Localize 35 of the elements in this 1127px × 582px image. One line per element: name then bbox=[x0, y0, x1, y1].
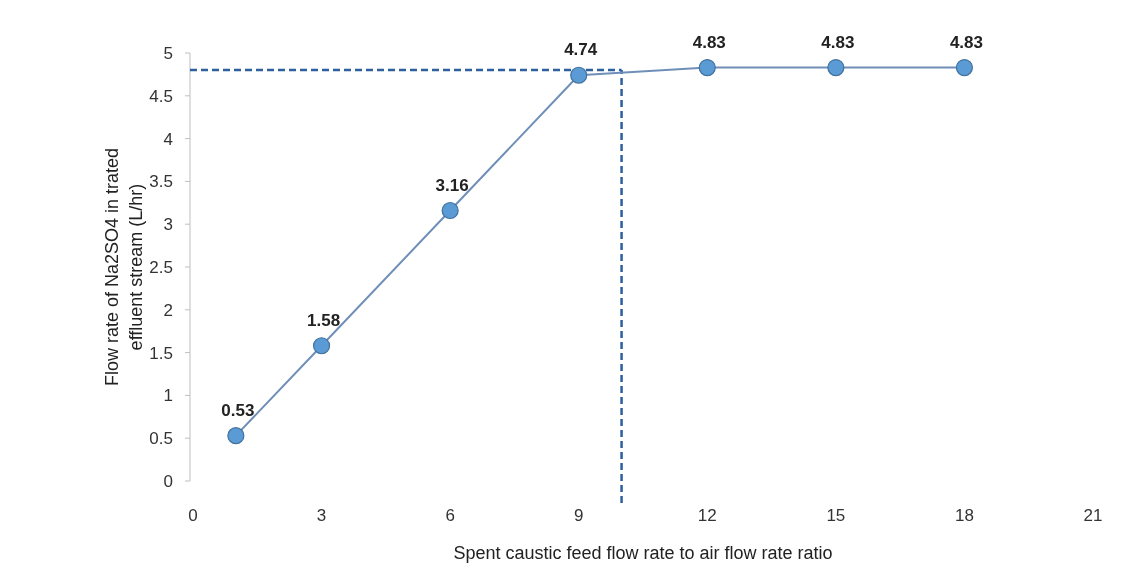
y-tick-label: 1 bbox=[163, 386, 173, 406]
point bbox=[955, 58, 974, 77]
point bbox=[312, 337, 331, 355]
point bbox=[441, 201, 459, 220]
x-tick-label: 15 bbox=[826, 506, 846, 525]
y-tick-label: 2 bbox=[163, 300, 173, 320]
x-tick-label: 18 bbox=[954, 506, 974, 525]
y-tick-label: 3 bbox=[163, 215, 173, 235]
data-label: 4.83 bbox=[821, 32, 855, 52]
x-tick-label: 21 bbox=[1083, 506, 1103, 525]
point bbox=[570, 66, 588, 84]
point bbox=[698, 58, 716, 77]
x-tick-label: 0 bbox=[188, 506, 198, 525]
data-label: 0.53 bbox=[221, 400, 255, 420]
y-tick-label: 1.5 bbox=[149, 343, 173, 363]
x-tick-label: 3 bbox=[316, 506, 327, 525]
y-axis-title: Flow rate of Na2SO4 in trated effluent stream (L/hr) bbox=[102, 147, 146, 387]
data-label: 3.16 bbox=[435, 175, 469, 195]
data-label: 4.83 bbox=[949, 32, 983, 52]
data-label: 4.83 bbox=[692, 32, 726, 52]
x-tick-label: 6 bbox=[445, 506, 455, 525]
y-tick-label: 4.5 bbox=[149, 86, 173, 106]
y-tick-label: 4 bbox=[163, 129, 173, 149]
y-tick-label: 2.5 bbox=[149, 258, 173, 277]
data-label: 1.58 bbox=[307, 310, 341, 330]
point bbox=[827, 58, 845, 77]
x-tick-label: 12 bbox=[697, 506, 717, 525]
point bbox=[227, 427, 245, 445]
y-tick-label: 0.5 bbox=[149, 429, 173, 449]
y-tick-label: 0 bbox=[163, 472, 173, 491]
data-label: 4.74 bbox=[564, 40, 598, 60]
x-tick-label: 9 bbox=[573, 506, 584, 525]
y-tick-label: 5 bbox=[163, 44, 173, 63]
y-tick-label: 3.5 bbox=[149, 172, 173, 192]
x-axis-title: Spent caustic feed flow rate to air flow rate ratio bbox=[453, 543, 833, 563]
